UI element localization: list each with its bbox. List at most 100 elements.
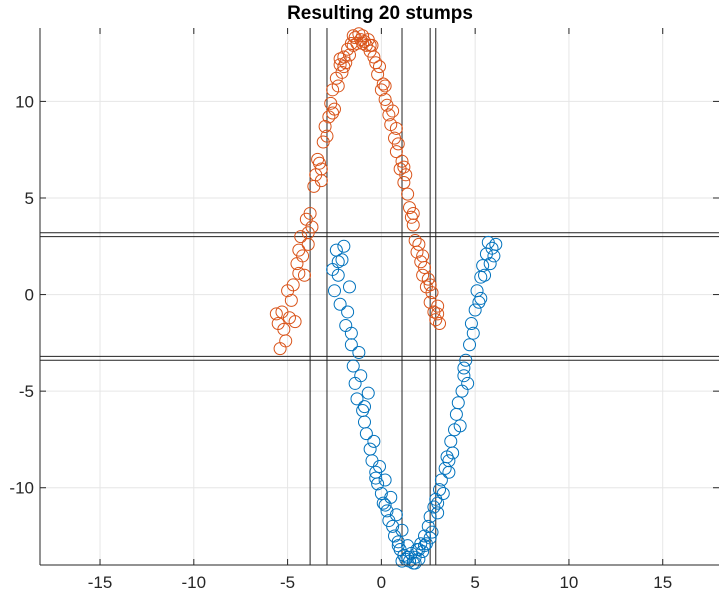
- data-point: [314, 162, 328, 176]
- plot-axes: [39, 28, 719, 566]
- data-point: [371, 67, 385, 81]
- x-tick-label: 10: [559, 573, 578, 592]
- data-point: [438, 461, 452, 475]
- y-tick-label: -5: [19, 382, 34, 401]
- x-tick-label: -5: [280, 573, 295, 592]
- data-point: [296, 249, 310, 263]
- data-point: [391, 535, 405, 549]
- data-point: [378, 79, 392, 93]
- data-point: [367, 434, 381, 448]
- x-tick-label: -15: [88, 573, 113, 592]
- data-point: [344, 326, 358, 340]
- series-1: [269, 27, 447, 356]
- data-point: [331, 255, 345, 269]
- data-point: [401, 187, 415, 201]
- data-point: [431, 299, 445, 313]
- data-point: [431, 506, 445, 520]
- data-point: [451, 396, 465, 410]
- data-point: [354, 369, 368, 383]
- data-point: [350, 392, 364, 406]
- y-tick-label: 0: [25, 286, 34, 305]
- y-tick-label: 5: [25, 189, 34, 208]
- data-point: [397, 160, 411, 174]
- data-point: [449, 407, 463, 421]
- data-point: [326, 106, 340, 120]
- data-point: [395, 523, 409, 537]
- data-point: [371, 477, 385, 491]
- data-point: [373, 60, 386, 74]
- data-point: [389, 145, 403, 159]
- data-point: [320, 129, 334, 143]
- stump-lines: [40, 28, 719, 565]
- data-point: [391, 539, 405, 553]
- data-point: [386, 519, 400, 533]
- chart-title: Resulting 20 stumps: [287, 3, 473, 24]
- data-point: [433, 483, 447, 497]
- data-point: [333, 52, 347, 66]
- data-point: [318, 120, 332, 134]
- data-point: [418, 529, 432, 543]
- data-point: [339, 318, 353, 332]
- data-point: [446, 446, 460, 460]
- data-point: [395, 154, 409, 168]
- data-point: [374, 487, 388, 501]
- tick-labels: -15 -10 -5 0 5 10 15 -10 -5 0 5 10: [9, 92, 672, 592]
- data-point: [363, 38, 377, 52]
- data-point: [279, 334, 293, 348]
- data-point: [431, 307, 445, 321]
- data-point: [408, 556, 422, 570]
- series-2: [326, 235, 503, 570]
- data-point: [369, 471, 383, 485]
- data-point: [444, 434, 458, 448]
- data-point: [474, 291, 488, 305]
- data-point: [294, 230, 308, 244]
- data-point: [342, 280, 356, 294]
- data-point: [273, 342, 287, 356]
- data-point: [356, 36, 370, 50]
- data-point: [331, 268, 345, 282]
- data-point: [365, 454, 379, 468]
- data-point: [429, 313, 443, 327]
- data-point: [380, 504, 394, 518]
- data-point: [284, 293, 298, 307]
- data-point: [363, 442, 377, 456]
- data-point: [478, 268, 492, 282]
- data-point: [436, 487, 450, 501]
- data-point: [423, 278, 437, 292]
- data-point: [463, 338, 477, 352]
- data-point: [352, 346, 366, 360]
- data-point: [346, 359, 360, 373]
- data-point: [327, 284, 341, 298]
- data-point: [378, 92, 392, 106]
- data-point: [303, 206, 317, 220]
- data-point: [442, 454, 456, 468]
- data-point: [382, 108, 396, 122]
- data-point: [322, 110, 336, 124]
- data-point: [389, 121, 403, 135]
- data-point: [423, 531, 437, 545]
- data-point: [373, 459, 386, 473]
- data-point: [344, 338, 358, 352]
- data-point: [423, 510, 437, 524]
- data-point: [359, 427, 373, 441]
- data-point: [397, 176, 411, 190]
- data-point: [376, 77, 390, 91]
- x-tick-label: 0: [377, 573, 386, 592]
- data-point: [335, 65, 349, 79]
- data-point: [412, 543, 426, 557]
- data-point: [361, 386, 375, 400]
- data-point: [457, 369, 471, 383]
- scatter-series: [269, 27, 503, 570]
- data-point: [367, 50, 381, 64]
- data-point: [341, 305, 355, 319]
- data-point: [421, 272, 435, 286]
- data-point: [476, 259, 490, 273]
- data-point: [425, 286, 439, 300]
- data-point: [297, 268, 311, 282]
- data-point: [466, 326, 480, 340]
- data-point: [423, 295, 437, 309]
- data-point: [434, 473, 448, 487]
- data-point: [461, 376, 475, 390]
- data-point: [406, 218, 420, 232]
